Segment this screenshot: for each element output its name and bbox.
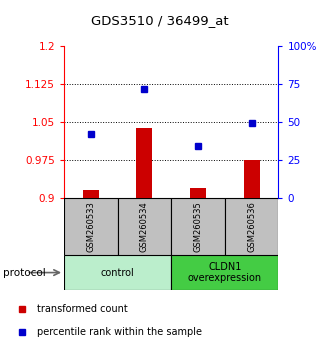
Text: protocol: protocol <box>3 268 46 278</box>
Bar <box>244 160 260 198</box>
Bar <box>64 198 118 255</box>
Text: percentile rank within the sample: percentile rank within the sample <box>37 327 202 337</box>
Bar <box>136 128 152 198</box>
Text: GSM260534: GSM260534 <box>140 201 149 252</box>
Bar <box>225 198 278 255</box>
Text: GSM260535: GSM260535 <box>194 201 203 252</box>
Bar <box>64 255 171 290</box>
Bar <box>171 255 278 290</box>
Bar <box>171 198 225 255</box>
Bar <box>190 188 206 198</box>
Text: GSM260536: GSM260536 <box>247 201 256 252</box>
Text: CLDN1
overexpression: CLDN1 overexpression <box>188 262 262 284</box>
Text: GSM260533: GSM260533 <box>86 201 95 252</box>
Bar <box>83 190 99 198</box>
Text: GDS3510 / 36499_at: GDS3510 / 36499_at <box>91 14 229 27</box>
Text: transformed count: transformed count <box>37 304 128 314</box>
Bar <box>118 198 171 255</box>
Text: control: control <box>101 268 134 278</box>
